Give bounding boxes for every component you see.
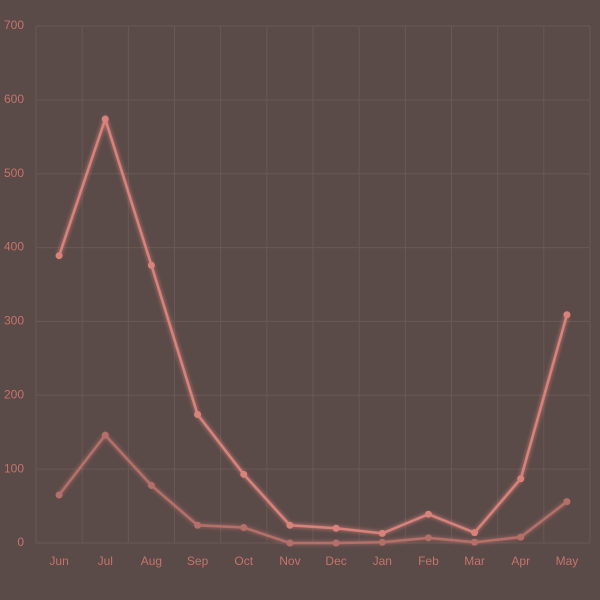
x-tick-label: Jun (49, 554, 68, 568)
point (101, 115, 109, 123)
point (240, 470, 248, 478)
y-tick-label: 200 (4, 387, 24, 401)
point (378, 529, 386, 537)
x-tick-label: Nov (279, 554, 300, 568)
x-tick-label: Aug (141, 554, 162, 568)
y-tick-label: 500 (4, 166, 24, 180)
point (240, 523, 248, 531)
x-tick-label: May (556, 554, 579, 568)
y-tick-label: 300 (4, 314, 24, 328)
y-tick-label: 0 (17, 535, 24, 549)
point (101, 431, 109, 439)
point (194, 410, 202, 418)
line (57, 115, 569, 535)
point (55, 252, 63, 260)
y-tick-label: 600 (4, 92, 24, 106)
point (471, 529, 479, 537)
point (332, 524, 340, 532)
point (194, 521, 202, 529)
point (517, 533, 525, 541)
x-tick-label: Oct (234, 554, 253, 568)
point (286, 539, 294, 547)
x-tick-label: Dec (325, 554, 346, 568)
y-tick-label: 700 (4, 18, 24, 32)
point (424, 510, 432, 518)
x-tick-label: Jul (98, 554, 113, 568)
point (424, 534, 432, 542)
point (286, 521, 294, 529)
x-tick-label: Apr (511, 554, 530, 568)
line (58, 433, 568, 545)
x-tick-label: Mar (464, 554, 485, 568)
point (517, 475, 525, 483)
y-tick-label: 100 (4, 461, 24, 475)
point (471, 538, 479, 546)
point (378, 538, 386, 546)
point (563, 311, 571, 319)
x-tick-label: Feb (418, 554, 439, 568)
point (55, 491, 63, 499)
point (563, 498, 571, 506)
x-tick-label: Jan (373, 554, 392, 568)
y-tick-label: 400 (4, 240, 24, 254)
x-tick-label: Sep (187, 554, 209, 568)
point (147, 261, 155, 269)
point (332, 539, 340, 547)
point (147, 481, 155, 489)
